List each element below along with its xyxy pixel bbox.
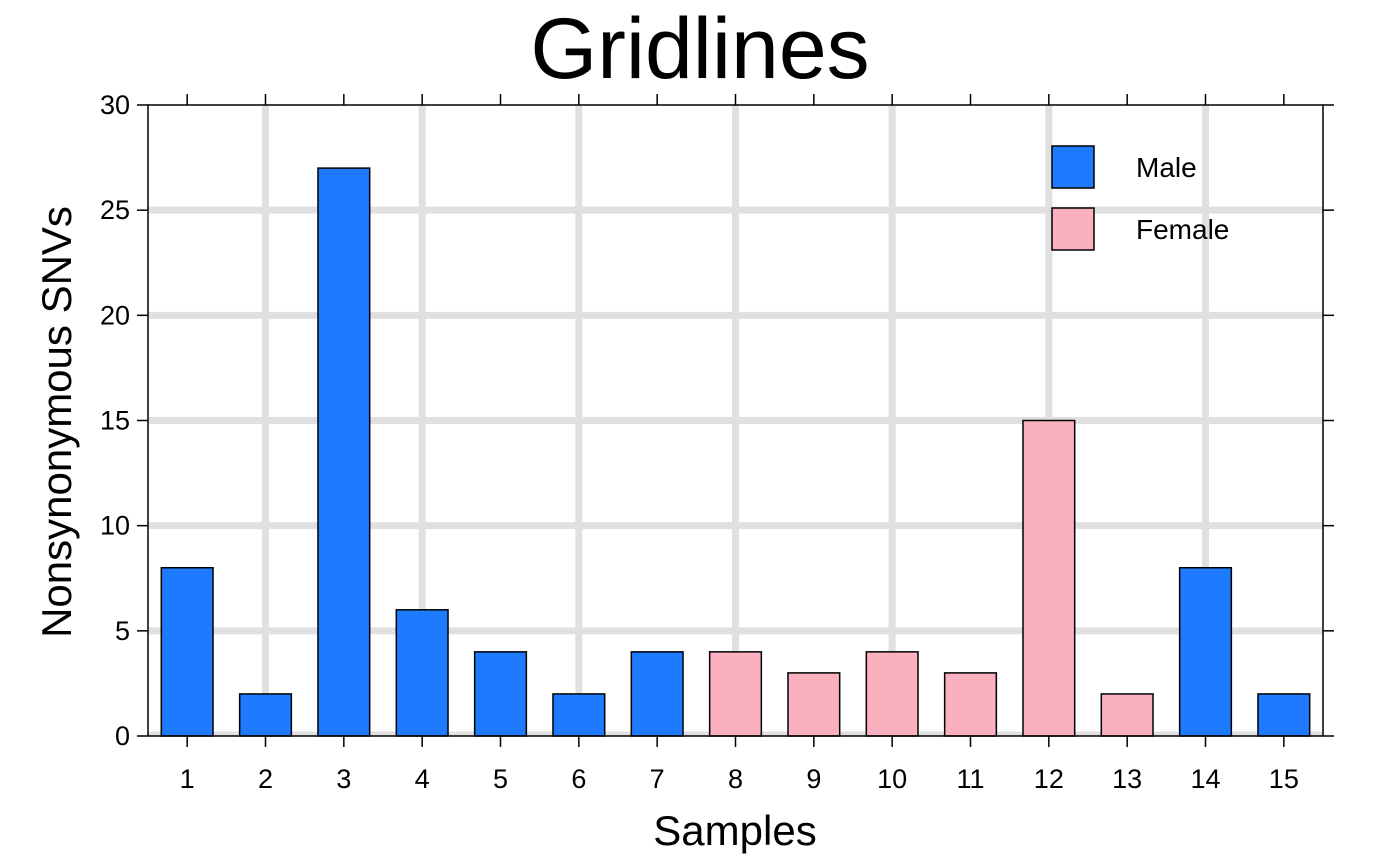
bar-sample-15: [1257, 693, 1311, 737]
y-tick-label: 20: [100, 300, 130, 330]
x-tick-label: 12: [1034, 764, 1064, 794]
legend-swatch-male: [1051, 145, 1095, 189]
bar-sample-5: [473, 651, 528, 737]
bar-sample-8: [708, 651, 763, 737]
x-tick-label: 6: [571, 764, 586, 794]
x-tick-label: 11: [956, 764, 984, 794]
legend-label-male: Male: [1136, 152, 1197, 183]
chart-title: Gridlines: [530, 1, 869, 97]
bar-sample-2: [238, 693, 293, 737]
y-tick-label: 30: [100, 90, 130, 120]
bar-sample-10: [865, 651, 919, 737]
y-axis-label: Nonsynonymous SNVs: [33, 206, 80, 638]
x-tick-label: 1: [180, 764, 195, 794]
bar-sample-3: [317, 167, 371, 737]
x-tick-label: 7: [650, 764, 665, 794]
bar-sample-13: [1100, 693, 1154, 737]
x-tick-label: 3: [336, 764, 351, 794]
x-tick-label: 14: [1190, 764, 1220, 794]
x-tick-label: 5: [493, 764, 508, 794]
legend-label-female: Female: [1136, 214, 1229, 245]
x-tick-label: 15: [1269, 764, 1299, 794]
y-tick-label: 10: [100, 511, 130, 541]
y-tick-label: 5: [115, 616, 130, 646]
bar-sample-1: [160, 566, 214, 737]
x-tick-label: 10: [877, 764, 907, 794]
bar-sample-12: [1022, 419, 1076, 737]
x-tick-label: 9: [806, 764, 821, 794]
bars: [160, 167, 1311, 737]
x-axis-label: Samples: [653, 807, 816, 854]
x-tick-label: 4: [415, 764, 430, 794]
bar-sample-9: [787, 672, 841, 737]
y-tick-label: 0: [115, 721, 130, 751]
bar-sample-14: [1178, 566, 1233, 737]
y-tick-label: 25: [100, 195, 130, 225]
bar-sample-6: [552, 693, 606, 737]
x-tick-label: 2: [258, 764, 273, 794]
x-tick-label: 8: [728, 764, 743, 794]
x-tick-label: 13: [1112, 764, 1142, 794]
y-tick-label: 15: [100, 406, 130, 436]
bar-sample-7: [630, 651, 684, 737]
bar-sample-11: [943, 672, 998, 737]
legend-swatch-female: [1051, 207, 1095, 251]
bar-sample-4: [395, 609, 449, 737]
legend: Male Female: [1051, 145, 1229, 251]
